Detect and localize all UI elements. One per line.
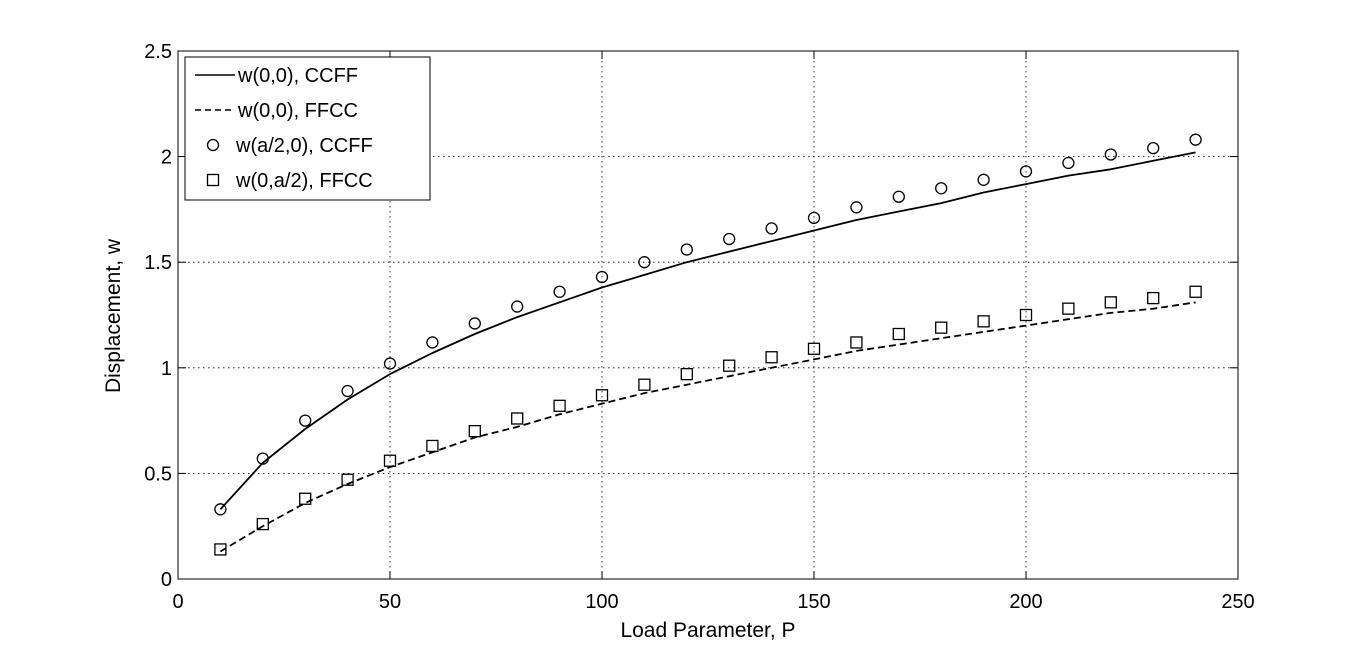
data-point-circle: [892, 190, 905, 203]
data-point-circle: [680, 243, 693, 256]
data-point-circle: [595, 270, 609, 284]
data-point-circle: [1104, 148, 1117, 161]
data-point-square: [383, 454, 397, 467]
data-point-square: [511, 412, 524, 425]
series-line-ffcc-center: [219, 301, 1196, 553]
data-point-circle: [256, 452, 269, 465]
y-axis-label: Displacement, w: [102, 238, 125, 393]
data-point-circle: [383, 357, 397, 370]
x-tick-label: 200: [1009, 591, 1042, 613]
data-point-square: [850, 336, 863, 349]
data-point-square: [553, 399, 566, 412]
data-point-circle: [468, 317, 481, 330]
legend-label-ccff-center: w(0,0), CCFF: [237, 65, 358, 87]
legend-circle-marker-swatch: [206, 138, 220, 152]
data-point-square: [807, 342, 821, 355]
y-tick-label: 2: [161, 147, 172, 169]
grid: [178, 51, 1238, 579]
x-axis-label: Load Parameter, P: [620, 619, 795, 642]
legend-label-ffcc-center: w(0,0), FFCC: [237, 100, 358, 122]
y-tick-label: 2.5: [144, 41, 172, 63]
data-point-circle: [299, 414, 312, 427]
data-point-square: [638, 378, 651, 391]
data-point-square: [680, 367, 693, 381]
data-point-circle: [511, 300, 524, 313]
data-point-square: [1147, 291, 1160, 305]
data-point-square: [1104, 296, 1117, 309]
x-tick-label: 0: [172, 591, 183, 613]
data-point-square: [299, 492, 312, 505]
data-point-square: [723, 359, 736, 372]
y-tick-label: 0: [161, 569, 172, 591]
legend-label-ccff-edge: w(a/2,0), CCFF: [235, 135, 373, 157]
data-point-circle: [723, 232, 736, 246]
data-point-square: [765, 351, 778, 364]
x-tick-label: 50: [379, 591, 401, 613]
data-point-square: [341, 473, 354, 486]
data-point-square: [1019, 308, 1033, 322]
series-layer: [214, 133, 1202, 556]
data-point-square: [426, 439, 439, 453]
data-point-square: [1189, 285, 1202, 298]
data-point-circle: [850, 201, 863, 214]
data-point-square: [595, 389, 609, 402]
data-point-circle: [1147, 142, 1160, 155]
data-point-square: [468, 425, 481, 438]
plot-frame: [177, 50, 1239, 580]
x-tick-label: 100: [585, 591, 618, 613]
legend-label-ffcc-edge: w(0,a/2), FFCC: [235, 170, 373, 192]
data-point-circle: [935, 182, 948, 195]
ticks: 0 50 100 150 200 250 0 0.5 1 1.5 2 2.5: [144, 41, 1255, 613]
legend: w(0,0), CCFF w(0,0), FFCC w(a/2,0), CCFF…: [184, 56, 431, 201]
data-point-square: [935, 321, 948, 334]
data-point-square: [977, 315, 990, 328]
y-tick-label: 1: [161, 358, 172, 380]
data-point-circle: [553, 285, 566, 298]
data-point-circle: [341, 384, 354, 398]
data-point-circle: [426, 336, 439, 349]
data-point-square: [892, 327, 905, 341]
y-tick-label: 1.5: [144, 252, 172, 274]
y-tick-label: 0.5: [144, 463, 172, 485]
data-point-circle: [214, 503, 227, 516]
data-point-circle: [977, 173, 990, 186]
data-point-square: [256, 517, 269, 531]
x-tick-label: 250: [1221, 591, 1254, 613]
x-tick-label: 150: [797, 591, 830, 613]
data-point-circle: [807, 211, 821, 224]
legend-box: [184, 56, 431, 201]
data-point-square: [214, 543, 227, 556]
data-point-circle: [1019, 165, 1033, 178]
data-point-circle: [638, 256, 651, 269]
legend-square-marker-swatch: [206, 173, 220, 187]
data-point-circle: [1062, 156, 1075, 170]
data-point-square: [1062, 302, 1075, 315]
data-point-circle: [1189, 133, 1202, 146]
data-point-circle: [765, 222, 778, 235]
series-line-ccff-center: [219, 151, 1196, 510]
